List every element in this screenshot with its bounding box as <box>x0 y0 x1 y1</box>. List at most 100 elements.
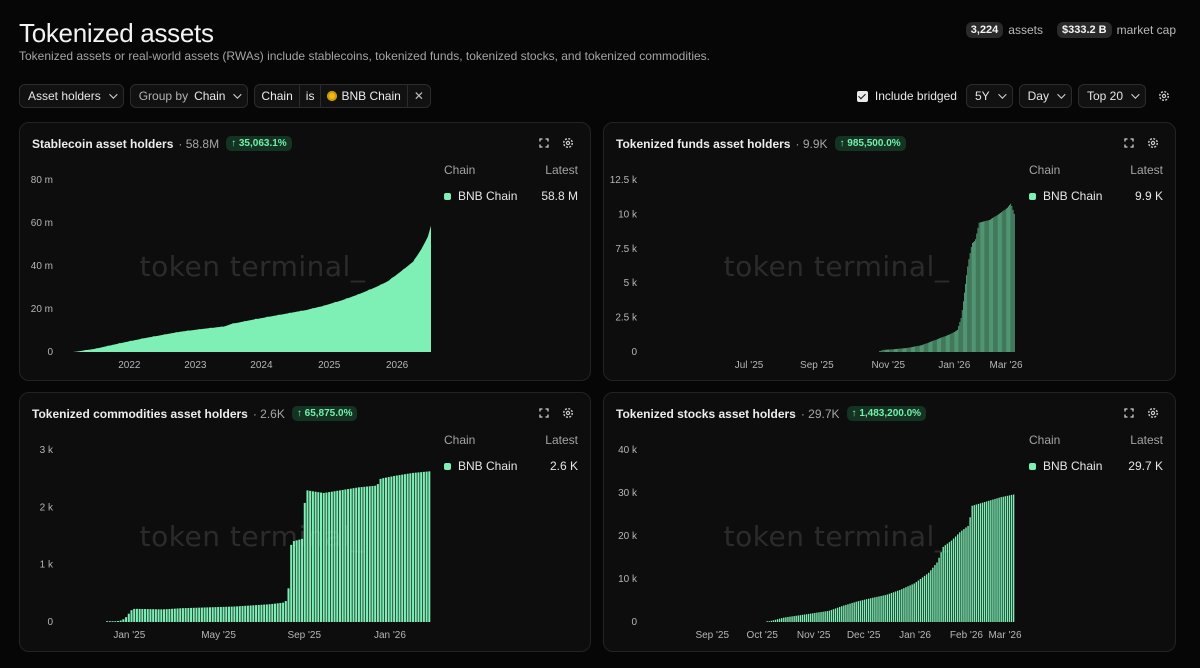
bar[interactable] <box>897 348 899 352</box>
bar[interactable] <box>379 478 382 622</box>
bar[interactable] <box>428 471 431 622</box>
bar[interactable] <box>409 473 412 622</box>
bar[interactable] <box>292 541 295 622</box>
bar[interactable] <box>940 552 942 622</box>
bar[interactable] <box>953 331 955 352</box>
bar[interactable] <box>954 536 957 622</box>
legend-row[interactable]: BNB Chain 2.6 K <box>444 459 578 473</box>
bar[interactable] <box>303 502 306 622</box>
gear-icon[interactable] <box>560 135 576 151</box>
bar[interactable] <box>963 301 964 352</box>
bar[interactable] <box>896 348 897 352</box>
bar[interactable] <box>349 488 352 622</box>
bar[interactable] <box>969 253 971 352</box>
bar[interactable] <box>976 233 978 352</box>
bar[interactable] <box>957 329 958 352</box>
bar[interactable] <box>990 500 992 622</box>
bar[interactable] <box>333 491 336 622</box>
bar[interactable] <box>401 474 404 622</box>
bar[interactable] <box>959 322 961 352</box>
bar[interactable] <box>929 342 930 352</box>
bar[interactable] <box>252 605 255 622</box>
bar[interactable] <box>889 349 891 352</box>
bar[interactable] <box>125 617 128 622</box>
bar[interactable] <box>861 600 864 622</box>
bar[interactable] <box>946 543 949 622</box>
bar[interactable] <box>206 607 209 622</box>
bar[interactable] <box>923 344 925 352</box>
bar[interactable] <box>993 217 995 352</box>
bar[interactable] <box>887 349 888 352</box>
bar[interactable] <box>1005 208 1007 352</box>
bar[interactable] <box>991 218 992 352</box>
bar[interactable] <box>843 605 845 623</box>
bar[interactable] <box>241 605 244 622</box>
bar[interactable] <box>111 621 114 622</box>
bar[interactable] <box>328 492 331 622</box>
close-icon[interactable]: ✕ <box>413 89 424 103</box>
bar[interactable] <box>127 613 130 622</box>
bar[interactable] <box>311 491 314 622</box>
bar[interactable] <box>298 539 301 622</box>
bar[interactable] <box>807 613 810 622</box>
bar[interactable] <box>984 221 986 352</box>
bar[interactable] <box>209 607 212 622</box>
bar[interactable] <box>360 487 363 622</box>
metric-dropdown[interactable]: Asset holders <box>19 84 124 108</box>
expand-icon[interactable] <box>1121 135 1137 151</box>
bar[interactable] <box>957 534 959 622</box>
bar[interactable] <box>338 490 341 622</box>
bar[interactable] <box>973 505 975 622</box>
bar[interactable] <box>344 489 347 623</box>
bar[interactable] <box>195 607 198 622</box>
bar[interactable] <box>135 608 138 622</box>
bar[interactable] <box>1006 495 1009 622</box>
bar[interactable] <box>905 587 907 622</box>
bar[interactable] <box>314 491 317 622</box>
bar[interactable] <box>171 608 174 622</box>
bar[interactable] <box>892 592 895 622</box>
bar[interactable] <box>791 616 793 622</box>
filter-value[interactable]: BNB Chain <box>321 85 408 107</box>
bar[interactable] <box>952 332 954 352</box>
bar[interactable] <box>420 472 423 622</box>
bar[interactable] <box>847 604 849 622</box>
bar[interactable] <box>390 476 393 622</box>
bar[interactable] <box>878 596 880 622</box>
bar[interactable] <box>839 606 841 622</box>
bar[interactable] <box>975 504 978 622</box>
bar[interactable] <box>263 604 266 622</box>
bar[interactable] <box>152 609 155 622</box>
bar[interactable] <box>371 486 374 622</box>
bar[interactable] <box>940 337 941 352</box>
bar[interactable] <box>992 499 994 622</box>
bar[interactable] <box>880 595 882 622</box>
bar[interactable] <box>934 565 936 622</box>
bar[interactable] <box>836 607 839 622</box>
top-n-dropdown[interactable]: Top 20 <box>1077 84 1146 108</box>
bar[interactable] <box>942 546 944 622</box>
bar[interactable] <box>898 348 900 352</box>
bar[interactable] <box>1007 207 1008 352</box>
bar[interactable] <box>955 331 956 352</box>
bar[interactable] <box>138 608 141 622</box>
bar[interactable] <box>894 591 897 622</box>
bar[interactable] <box>268 604 271 622</box>
gear-icon[interactable] <box>560 405 576 421</box>
bar[interactable] <box>803 614 806 622</box>
bar[interactable] <box>994 498 996 622</box>
bar[interactable] <box>888 349 889 352</box>
bar[interactable] <box>949 334 951 352</box>
bar[interactable] <box>905 348 906 352</box>
bar[interactable] <box>990 219 991 352</box>
bar[interactable] <box>122 619 125 622</box>
bar[interactable] <box>863 599 866 622</box>
bar[interactable] <box>915 346 917 352</box>
bar[interactable] <box>1012 494 1015 622</box>
bar[interactable] <box>116 621 119 622</box>
bar[interactable] <box>768 621 770 622</box>
bar[interactable] <box>915 582 917 622</box>
bar[interactable] <box>387 477 390 622</box>
bar[interactable] <box>834 608 837 622</box>
bar[interactable] <box>996 215 998 352</box>
